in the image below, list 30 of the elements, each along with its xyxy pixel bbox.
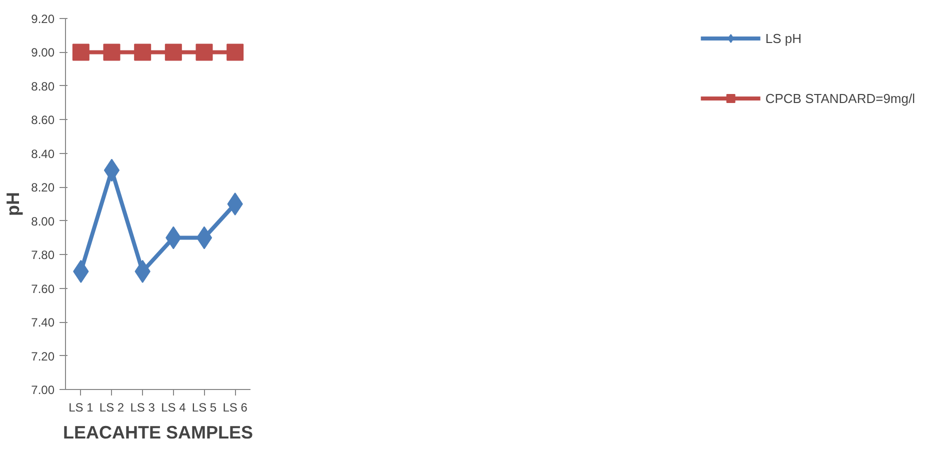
y-tick-label: 9.20 [31, 12, 55, 26]
point [104, 158, 120, 182]
point [134, 44, 152, 61]
y-tick-label: 7.40 [31, 316, 55, 330]
legend-label: LS pH [765, 30, 802, 46]
y-tick-label: 7.60 [31, 282, 55, 296]
y-tick-label: 8.20 [31, 180, 55, 195]
y-tick-label: 7.20 [31, 349, 55, 364]
x-tick-label: LS 3 [130, 400, 156, 414]
x-tick-label: LS 6 [222, 400, 248, 414]
y-tick-label: 8.00 [31, 214, 55, 228]
x-tick-label: LS 1 [68, 400, 94, 414]
y-tick-label: 9.00 [31, 46, 55, 60]
y-tick-label: 8.80 [31, 79, 55, 94]
y-tick-label: 7.00 [31, 383, 55, 397]
point [103, 44, 120, 61]
legend-label: CPCB STANDARD=9mg/l [765, 90, 915, 106]
x-tick-label: LS 4 [161, 400, 186, 414]
point [196, 226, 212, 250]
point [196, 44, 213, 61]
y-tick-label: 8.40 [31, 146, 55, 161]
x-tick-label: LS 2 [99, 400, 124, 414]
point [72, 44, 90, 61]
point [164, 44, 182, 61]
point [226, 44, 244, 61]
y-tick-label: 7.80 [31, 248, 55, 262]
x-tick-label: LS 5 [192, 400, 217, 414]
y-tick-label: 8.60 [31, 113, 55, 128]
x-axis-title: LEACAHTE SAMPLES [62, 422, 254, 442]
y-axis-title: pH [3, 192, 24, 216]
